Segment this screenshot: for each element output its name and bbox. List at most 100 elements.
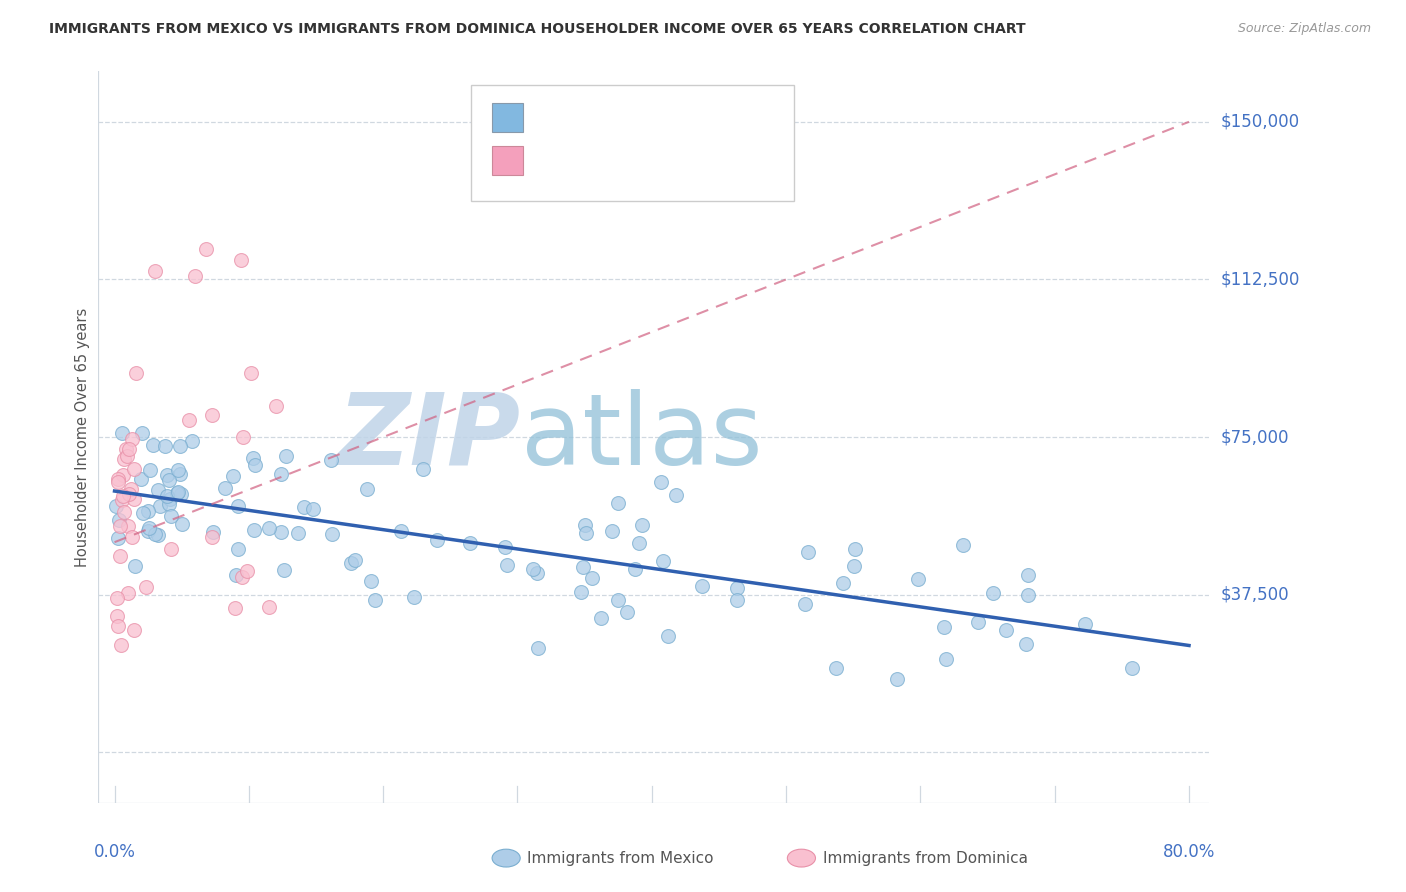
- Text: 42: 42: [706, 152, 731, 169]
- Point: [606, 496, 628, 510]
- Point: [111, 493, 134, 508]
- Point: [124, 558, 146, 573]
- Text: $75,000: $75,000: [1220, 428, 1289, 446]
- Point: [591, 611, 613, 625]
- Point: [690, 579, 713, 593]
- Point: [292, 500, 315, 514]
- Point: [344, 553, 367, 567]
- Point: [522, 562, 544, 576]
- Point: [138, 521, 160, 535]
- Text: R =: R =: [531, 152, 568, 169]
- Point: [607, 593, 630, 607]
- Text: 0.0%: 0.0%: [94, 843, 135, 861]
- Point: [1017, 588, 1039, 602]
- Point: [794, 597, 817, 611]
- Point: [571, 560, 593, 574]
- Point: [201, 408, 224, 422]
- Point: [201, 530, 224, 544]
- Point: [105, 591, 128, 605]
- Point: [844, 542, 866, 557]
- Point: [167, 485, 190, 500]
- Text: $112,500: $112,500: [1220, 270, 1299, 288]
- Point: [159, 492, 181, 507]
- Point: [129, 472, 152, 486]
- Point: [600, 524, 623, 538]
- Point: [167, 463, 190, 477]
- Point: [907, 572, 929, 586]
- Point: [631, 518, 654, 533]
- Point: [257, 600, 280, 615]
- Point: [195, 242, 218, 256]
- Point: [107, 619, 129, 633]
- Point: [107, 531, 129, 545]
- Point: [131, 425, 153, 440]
- Point: [725, 581, 748, 595]
- Point: [114, 442, 136, 457]
- Point: [302, 501, 325, 516]
- Point: [657, 629, 679, 643]
- Point: [526, 566, 548, 580]
- Point: [886, 672, 908, 686]
- Text: 80.0%: 80.0%: [1163, 843, 1215, 861]
- Point: [160, 541, 183, 556]
- Point: [627, 536, 650, 550]
- Point: [142, 438, 165, 452]
- Point: [319, 452, 342, 467]
- Point: [229, 253, 252, 268]
- Point: [232, 430, 254, 444]
- Point: [111, 425, 134, 440]
- Point: [575, 526, 598, 541]
- Point: [121, 432, 143, 446]
- Point: [825, 661, 848, 675]
- Text: R =: R =: [531, 109, 568, 127]
- Point: [157, 497, 180, 511]
- Point: [321, 526, 343, 541]
- Point: [389, 524, 412, 539]
- Point: [270, 467, 292, 481]
- Point: [169, 467, 191, 482]
- Point: [616, 605, 638, 619]
- Point: [725, 593, 748, 607]
- Point: [994, 623, 1017, 637]
- Point: [131, 506, 153, 520]
- Point: [117, 450, 139, 464]
- Point: [136, 524, 159, 539]
- Point: [1074, 617, 1097, 632]
- Text: N =: N =: [658, 109, 695, 127]
- Point: [222, 468, 245, 483]
- Point: [153, 439, 176, 453]
- Point: [181, 434, 204, 449]
- Text: atlas: atlas: [520, 389, 762, 485]
- Point: [135, 580, 157, 594]
- Point: [571, 585, 593, 599]
- Point: [270, 525, 292, 540]
- Point: [108, 513, 131, 527]
- Point: [458, 536, 481, 550]
- Point: [157, 473, 180, 487]
- Point: [287, 526, 309, 541]
- Point: [236, 565, 259, 579]
- Point: [138, 504, 160, 518]
- Point: [125, 366, 148, 380]
- Point: [122, 623, 145, 637]
- Point: [146, 483, 169, 497]
- Point: [108, 549, 131, 564]
- Point: [122, 462, 145, 476]
- Point: [169, 439, 191, 453]
- Point: [231, 570, 253, 584]
- Point: [105, 499, 128, 513]
- Point: [527, 640, 550, 655]
- Point: [624, 561, 647, 575]
- Point: [494, 540, 516, 554]
- Point: [110, 639, 132, 653]
- Point: [110, 518, 132, 533]
- Point: [112, 451, 135, 466]
- Point: [273, 563, 295, 577]
- Point: [257, 521, 280, 535]
- Point: [120, 483, 142, 497]
- Point: [842, 558, 865, 573]
- Point: [426, 533, 449, 547]
- Point: [364, 593, 387, 607]
- Point: [202, 525, 225, 540]
- Point: [117, 586, 139, 600]
